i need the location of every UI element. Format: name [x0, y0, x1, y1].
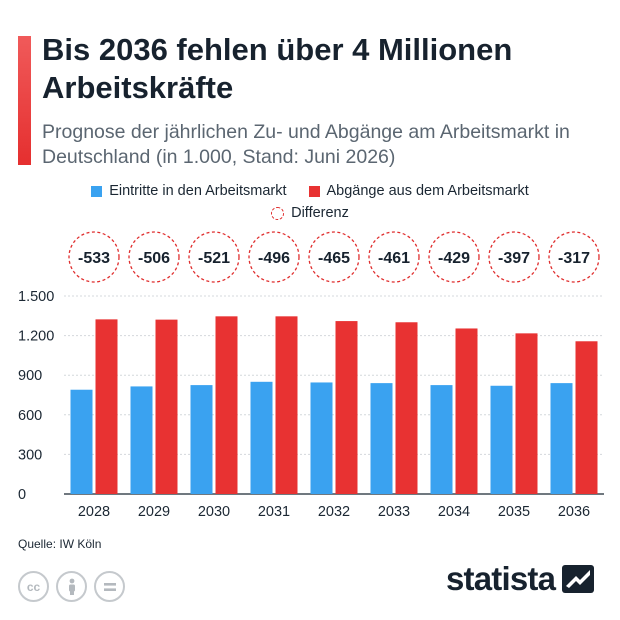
cc-icon[interactable]: cc	[18, 571, 49, 602]
bar-exits	[455, 328, 478, 494]
x-tick-label: 2032	[318, 504, 350, 520]
legend: Eintritte in den Arbeitsmarkt Abgänge au…	[0, 180, 620, 224]
x-tick-label: 2033	[378, 504, 410, 520]
legend-label-difference: Differenz	[291, 205, 349, 221]
difference-label: -506	[138, 250, 170, 267]
person-icon[interactable]	[56, 571, 87, 602]
y-tick-label: 0	[18, 487, 26, 503]
legend-swatch-difference	[271, 206, 285, 220]
statista-logo-icon	[562, 565, 595, 593]
difference-circle	[308, 231, 360, 283]
x-tick-label: 2035	[498, 504, 530, 520]
difference-circle	[188, 231, 240, 283]
bar-chart: 0 300 600 900 1.200 1.500 2028 -533 2029 -506 2030…	[18, 231, 604, 520]
chart-title: Bis 2036 fehlen über 4 Millionen Arbeits…	[42, 32, 513, 105]
difference-label: -465	[318, 250, 350, 267]
x-tick-label: 2031	[258, 504, 290, 520]
x-tick-label: 2029	[138, 504, 170, 520]
accent-bar	[18, 36, 31, 165]
bar-exits	[335, 321, 358, 494]
difference-label: -533	[78, 250, 110, 267]
equals-icon[interactable]	[94, 571, 125, 602]
legend-label-entries: Eintritte in den Arbeitsmarkt	[109, 183, 287, 199]
difference-circle	[128, 231, 180, 283]
x-tick-label: 2034	[438, 504, 470, 520]
legend-item-exits: Abgänge aus dem Arbeitsmarkt	[308, 183, 529, 199]
bar-exits	[575, 341, 598, 494]
y-tick-label: 1.200	[18, 329, 54, 345]
bar-entries	[430, 385, 453, 494]
bar-entries	[190, 385, 213, 494]
legend-item-entries: Eintritte in den Arbeitsmarkt	[91, 183, 287, 199]
statista-brand[interactable]: statista	[446, 560, 595, 598]
difference-label: -429	[438, 250, 470, 267]
license-icons: cc	[18, 571, 132, 602]
legend-swatch-entries	[91, 185, 103, 197]
x-tick-label: 2036	[558, 504, 590, 520]
bar-entries	[70, 389, 93, 494]
bar-exits	[95, 319, 118, 494]
x-tick-label: 2028	[78, 504, 110, 520]
difference-label: -317	[558, 250, 590, 267]
bar-entries	[250, 381, 273, 494]
difference-label: -521	[198, 250, 230, 267]
bar-entries	[310, 382, 333, 494]
difference-circle	[368, 231, 420, 283]
difference-circle	[68, 231, 120, 283]
bar-exits	[515, 333, 538, 494]
bar-entries	[370, 383, 393, 494]
x-tick-label: 2030	[198, 504, 230, 520]
difference-label: -461	[378, 250, 410, 267]
difference-label: -496	[258, 250, 290, 267]
bar-exits	[155, 319, 178, 494]
difference-label: -397	[498, 250, 530, 267]
legend-swatch-exits	[308, 185, 320, 197]
bar-exits	[395, 322, 418, 494]
y-tick-label: 300	[18, 447, 42, 463]
legend-label-exits: Abgänge aus dem Arbeitsmarkt	[326, 183, 529, 199]
y-tick-label: 900	[18, 368, 42, 384]
bar-exits	[215, 316, 238, 494]
difference-circle	[488, 231, 540, 283]
bar-entries	[550, 383, 573, 494]
bar-exits	[275, 316, 298, 494]
y-tick-label: 600	[18, 408, 42, 424]
legend-item-difference: Differenz	[271, 205, 349, 221]
bar-entries	[490, 385, 513, 494]
difference-circle	[248, 231, 300, 283]
bar-entries	[130, 386, 153, 494]
y-tick-label: 1.500	[18, 289, 54, 305]
chart-subtitle: Prognose der jährlichen Zu- und Abgänge …	[42, 121, 570, 168]
statista-wordmark: statista	[446, 560, 556, 597]
difference-circle	[548, 231, 600, 283]
difference-circle	[428, 231, 480, 283]
source-note: Quelle: IW Köln	[18, 537, 102, 551]
